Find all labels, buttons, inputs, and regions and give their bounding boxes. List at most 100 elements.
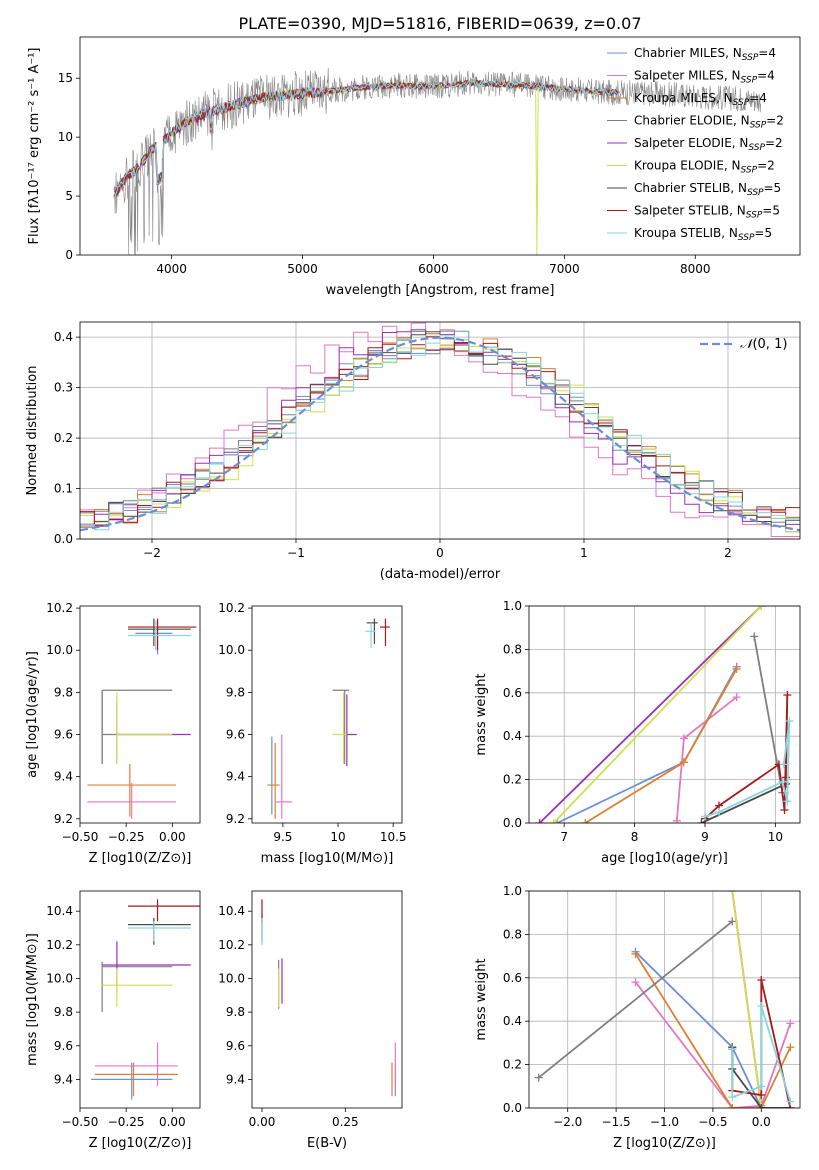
figure-title: PLATE=0390, MJD=51816, FIBERID=0639, z=0… — [238, 14, 641, 33]
weight-marker — [728, 1045, 737, 1054]
x-tick-label: 10 — [330, 830, 345, 844]
y-tick-label: 10.0 — [46, 971, 73, 985]
weight-marker — [786, 1097, 795, 1106]
y-tick-label: 0.3 — [54, 381, 73, 395]
weight-marker — [732, 664, 741, 673]
weight-line — [538, 606, 762, 823]
weight-marker — [785, 717, 794, 726]
spectrum-line — [113, 79, 620, 196]
weight-line — [731, 891, 763, 1108]
weight-marker — [631, 978, 640, 987]
weight-marker — [728, 891, 737, 895]
y-tick-label: 0.2 — [503, 773, 522, 787]
y-tick-label: 0.2 — [503, 1058, 522, 1072]
weight-marker — [728, 1093, 737, 1102]
spectrum-line — [113, 79, 620, 196]
x-tick-label: −0.5 — [698, 1115, 727, 1129]
y-tick-label: 1.0 — [503, 884, 522, 898]
y-axis-label: age [log10(age/yr)] — [25, 651, 40, 778]
weight-line — [634, 981, 792, 1108]
spectrum-line — [113, 79, 620, 196]
x-tick-label: 8 — [631, 830, 639, 844]
y-tick-label: 9.6 — [54, 728, 73, 742]
x-tick-label: 10 — [768, 830, 783, 844]
weight-line — [538, 920, 733, 1079]
spectrum-line — [113, 80, 620, 196]
x-tick-label: 5000 — [287, 262, 318, 276]
y-axis-label: Normed distribution — [25, 366, 40, 496]
y-tick-label: 0.6 — [503, 686, 522, 700]
weight-marker — [757, 975, 766, 984]
x-tick-label: 0 — [436, 546, 444, 560]
y-tick-label: 9.6 — [226, 1039, 245, 1053]
x-tick-label: −1.0 — [650, 1115, 679, 1129]
x-tick-label: −0.25 — [108, 830, 145, 844]
x-axis-label: (data-model)/error — [380, 567, 501, 582]
spectrum-line — [113, 79, 620, 197]
x-tick-label: 0.00 — [249, 1115, 276, 1129]
weight-line — [704, 694, 789, 820]
legend-entry: Salpeter MILES, NSSP=4 — [634, 69, 775, 86]
x-tick-label: 7000 — [549, 262, 580, 276]
y-tick-label: 0 — [65, 248, 73, 262]
panel-spectrum: 4000 5000 6000 7000 8000 0 5 10 15 wavelength [An… — [27, 36, 801, 298]
weight-marker — [728, 1104, 737, 1108]
x-tick-label: −0.50 — [62, 830, 99, 844]
panel-weight-z: −2.0 −1.5 −1.0 −0.5 0.0 0.0 0.2 0.4 0.6 0.8 1.0 Z [… — [474, 884, 801, 1151]
weight-marker — [715, 808, 724, 817]
panel-weight-age: 7 8 9 10 0.0 0.2 0.4 0.6 0.8 1.0 age [log10(age/yr… — [474, 599, 801, 866]
legend-entry: Kroupa STELIB, NSSP=5 — [634, 226, 772, 243]
weight-marker — [732, 693, 741, 702]
y-axis-label: Flux [fλ10⁻¹⁷ erg cm⁻² s⁻¹ A⁻¹] — [27, 48, 42, 245]
x-tick-label: −2 — [143, 546, 161, 560]
axes-frame — [79, 890, 201, 1109]
x-axis-label: Z [log10(Z/Z⊙)] — [613, 1136, 716, 1151]
y-tick-label: 0.0 — [503, 816, 522, 830]
weight-line — [634, 953, 792, 1108]
y-tick-label: 0.1 — [54, 482, 73, 496]
y-tick-label: 9.4 — [54, 770, 73, 784]
normal-curve — [80, 336, 800, 532]
weight-marker — [672, 816, 681, 823]
weight-marker — [757, 606, 766, 610]
x-axis-label: Z [log10(Z/Z⊙)] — [89, 1136, 192, 1151]
x-tick-label: 0.0 — [752, 1115, 771, 1129]
x-axis-label: mass [log10(M/M⊙)] — [261, 851, 394, 866]
weight-marker — [786, 1043, 795, 1052]
plot-area — [267, 618, 390, 819]
x-tick-label: 1 — [580, 546, 588, 560]
weight-marker — [778, 777, 787, 786]
y-tick-label: 9.4 — [226, 1072, 245, 1086]
x-tick-label: 0.00 — [159, 1115, 186, 1129]
plot-area — [535, 606, 794, 823]
panel-mass-ebv: 0.00 0.25 9.4 9.6 9.8 10.0 10.2 10.4 E(B-V) — [218, 890, 403, 1151]
panel-age-mass: 9.5 10 10.5 9.2 9.4 9.6 9.8 10.0 10.2 mass [log10… — [218, 601, 406, 866]
legend-entry: 𝒩(0, 1) — [740, 337, 787, 352]
panel-residuals: −2 −1 0 1 2 0.0 0.1 0.2 0.3 0.4 (data-model)/error… — [25, 321, 801, 582]
weight-marker — [728, 917, 737, 926]
weight-line — [552, 606, 762, 823]
legend-entry: Salpeter ELODIE, NSSP=2 — [634, 136, 783, 153]
weight-marker — [780, 805, 789, 814]
y-tick-label: 9.2 — [54, 812, 73, 826]
weight-marker — [535, 819, 544, 823]
y-tick-label: 10.2 — [218, 938, 245, 952]
x-tick-label: 7 — [560, 830, 568, 844]
axes-frame — [528, 890, 801, 1109]
y-tick-label: 10.4 — [46, 904, 73, 918]
y-tick-label: 0.4 — [503, 729, 522, 743]
weight-marker — [581, 819, 590, 823]
y-tick-label: 0.8 — [503, 927, 522, 941]
y-tick-label: 9.8 — [54, 685, 73, 699]
weight-marker — [757, 1082, 766, 1091]
x-tick-label: −0.50 — [62, 1115, 99, 1129]
y-tick-label: 0.0 — [54, 532, 73, 546]
axes-frame — [79, 321, 801, 540]
y-tick-label: 0.4 — [54, 330, 73, 344]
weight-marker — [750, 632, 759, 641]
x-axis-label: Z [log10(Z/Z⊙)] — [89, 851, 192, 866]
weight-line — [634, 951, 791, 1108]
spectrum-line — [113, 78, 620, 199]
